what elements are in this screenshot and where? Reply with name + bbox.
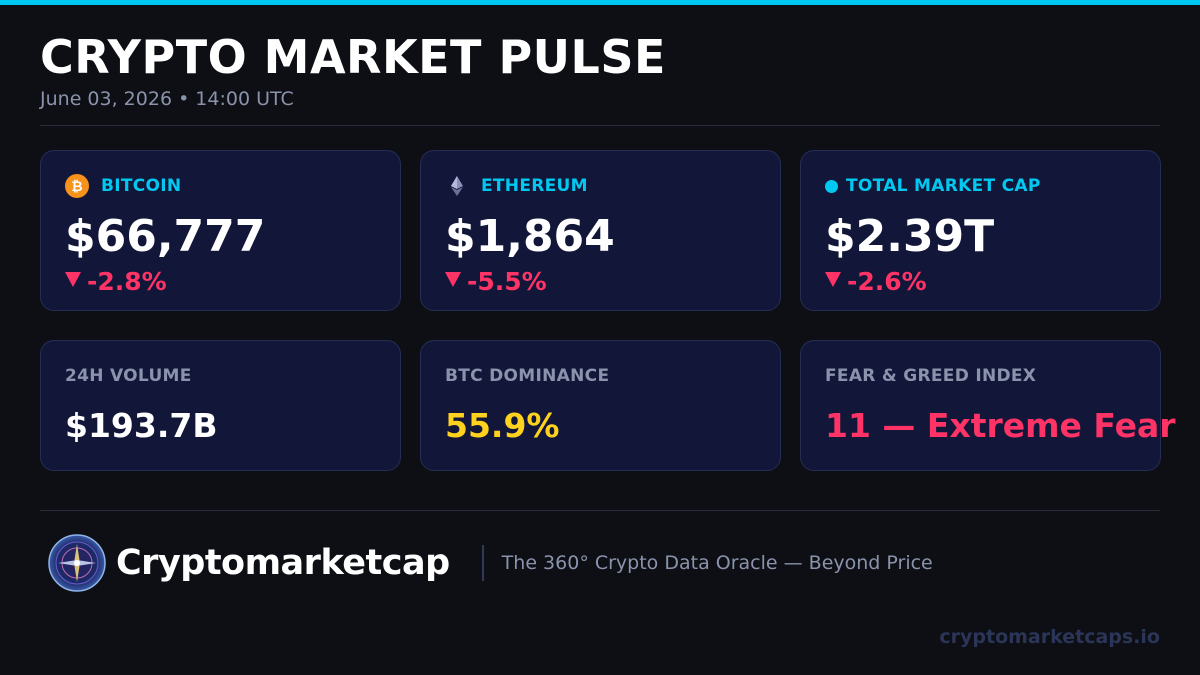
volume-value: $193.7B bbox=[65, 406, 218, 445]
btc-dominance-value: 55.9% bbox=[445, 406, 560, 445]
fear-greed-card: FEAR & GREED INDEX 11 — Extreme Fear bbox=[800, 340, 1176, 471]
volume-label: 24H VOLUME bbox=[65, 366, 192, 386]
ethereum-change-value: -5.5% bbox=[467, 267, 547, 296]
top-accent-stripe bbox=[0, 0, 1200, 5]
bitcoin-icon: ₿ bbox=[65, 174, 89, 198]
bitcoin-label: BITCOIN bbox=[101, 176, 182, 196]
header: CRYPTO MARKET PULSE June 03, 2026 • 14:0… bbox=[40, 34, 666, 110]
btc-dominance-label: BTC DOMINANCE bbox=[445, 366, 610, 386]
ethereum-change: -5.5% bbox=[445, 267, 547, 296]
footer-separator bbox=[481, 545, 484, 581]
footer-divider bbox=[40, 510, 1160, 511]
footer: Cryptomarketcap The 360° Crypto Data Ora… bbox=[48, 532, 933, 594]
bitcoin-change-value: -2.8% bbox=[87, 267, 167, 296]
total-market-cap-card: TOTAL MARKET CAP $2.39T -2.6% bbox=[800, 150, 1161, 311]
fear-greed-value: 11 — Extreme Fear bbox=[825, 406, 1176, 445]
fear-greed-header: FEAR & GREED INDEX bbox=[825, 363, 1036, 389]
total-market-cap-change: -2.6% bbox=[825, 267, 927, 296]
total-market-cap-change-value: -2.6% bbox=[847, 267, 927, 296]
ethereum-label: ETHEREUM bbox=[481, 176, 588, 196]
volume-card-header: 24H VOLUME bbox=[65, 363, 192, 389]
down-arrow-icon bbox=[445, 272, 461, 287]
dot-icon bbox=[825, 179, 838, 193]
site-url: cryptomarketcaps.io bbox=[939, 626, 1160, 648]
compass-logo-icon bbox=[48, 534, 106, 592]
ethereum-price: $1,864 bbox=[445, 211, 615, 262]
down-arrow-icon bbox=[65, 272, 81, 287]
timestamp: June 03, 2026 • 14:00 UTC bbox=[40, 88, 294, 110]
volume-card: 24H VOLUME $193.7B bbox=[40, 340, 401, 471]
bitcoin-change: -2.8% bbox=[65, 267, 167, 296]
total-market-cap-header: TOTAL MARKET CAP bbox=[825, 173, 1041, 199]
ethereum-card-header: ETHEREUM bbox=[445, 173, 588, 199]
bitcoin-card: ₿ BITCOIN $66,777 -2.8% bbox=[40, 150, 401, 311]
total-market-cap-value: $2.39T bbox=[825, 211, 995, 262]
svg-text:₿: ₿ bbox=[71, 179, 82, 195]
total-market-cap-label: TOTAL MARKET CAP bbox=[846, 176, 1041, 196]
header-divider bbox=[40, 125, 1160, 126]
ethereum-card: ETHEREUM $1,864 -5.5% bbox=[420, 150, 781, 311]
down-arrow-icon bbox=[825, 272, 841, 287]
page-title: CRYPTO MARKET PULSE bbox=[40, 30, 666, 84]
ethereum-icon bbox=[451, 176, 463, 196]
btc-dominance-header: BTC DOMINANCE bbox=[445, 363, 609, 389]
bitcoin-price: $66,777 bbox=[65, 211, 266, 262]
bitcoin-card-header: ₿ BITCOIN bbox=[65, 173, 181, 199]
tagline: The 360° Crypto Data Oracle — Beyond Pri… bbox=[501, 552, 933, 574]
fear-greed-label: FEAR & GREED INDEX bbox=[825, 366, 1037, 386]
brand-name: Cryptomarketcap bbox=[116, 543, 450, 583]
btc-dominance-card: BTC DOMINANCE 55.9% bbox=[420, 340, 781, 471]
